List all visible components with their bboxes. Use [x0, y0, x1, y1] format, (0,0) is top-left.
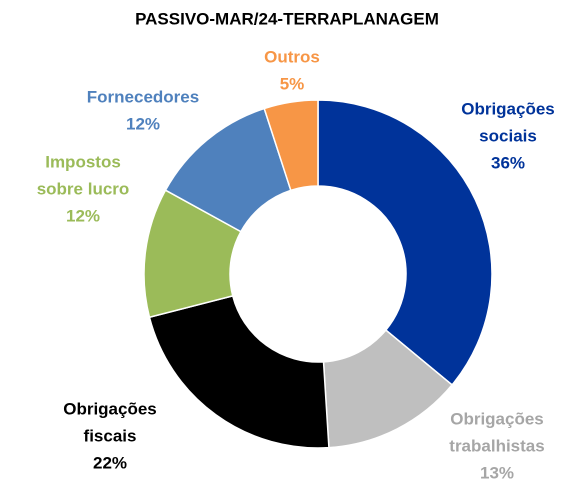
slice-label: Outros 5% — [264, 47, 320, 93]
slice-label: Fornecedores 12% — [87, 87, 199, 133]
category-label: sobre lucro — [37, 179, 130, 198]
value-label: 22% — [93, 453, 127, 472]
chart-title: PASSIVO-MAR/24-TERRAPLANAGEM — [135, 9, 439, 28]
slice-label: Impostos sobre lucro 12% — [37, 152, 130, 225]
category-label: sociais — [479, 126, 537, 145]
category-label: fiscais — [84, 426, 137, 445]
category-label: Outros — [264, 47, 320, 66]
value-label: 5% — [280, 74, 305, 93]
slice-label: Obrigações fiscais 22% — [63, 399, 157, 472]
category-label: Obrigações — [63, 399, 157, 418]
slice-label: Obrigações trabalhistas 13% — [449, 409, 544, 482]
category-label: Obrigações — [450, 409, 544, 428]
category-label: Fornecedores — [87, 87, 199, 106]
value-label: 12% — [126, 114, 160, 133]
donut-slice — [317, 99, 493, 386]
category-label: Obrigações — [461, 99, 555, 118]
value-label: 36% — [491, 153, 525, 172]
value-label: 13% — [480, 463, 514, 482]
value-label: 12% — [66, 206, 100, 225]
category-label: trabalhistas — [449, 436, 544, 455]
donut-slice — [148, 294, 330, 449]
donut-slice — [263, 99, 319, 192]
category-label: Impostos — [45, 152, 121, 171]
slice-label: Obrigações sociais 36% — [461, 99, 555, 172]
